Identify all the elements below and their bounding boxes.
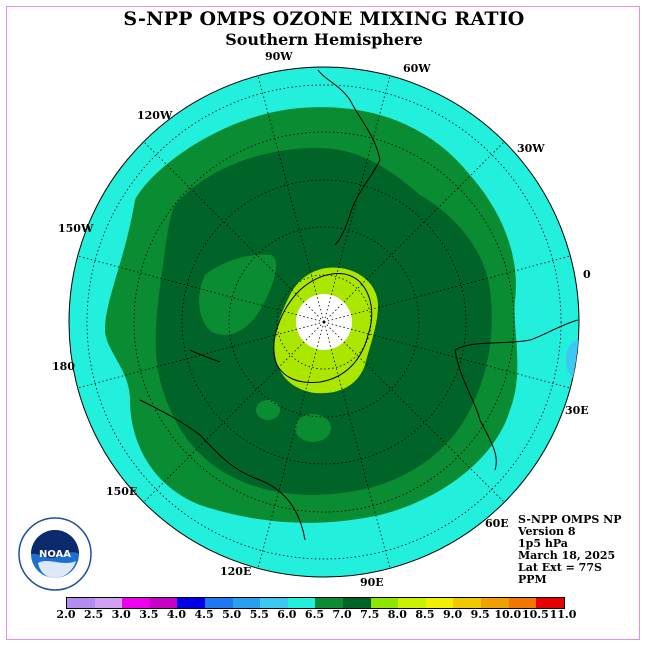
lon-label-60e: 60E [485, 517, 509, 530]
color-scale-tick: 9.0 [442, 608, 463, 621]
africa-outline [454, 319, 579, 471]
color-scale-tick: 8.5 [415, 608, 435, 621]
info-version: Version 8 [518, 525, 576, 538]
meridian-line [257, 75, 325, 323]
lon-label-90w: 90W [265, 50, 293, 63]
contour-patch-b [256, 400, 280, 420]
color-scale-segment [425, 598, 454, 608]
meridian-line [77, 255, 325, 323]
color-scale-tick: 4.0 [166, 608, 186, 621]
color-scale-tick: 8.0 [387, 608, 407, 621]
color-scale-tick: 3.0 [111, 608, 131, 621]
color-scale-segment [453, 598, 481, 608]
lon-label-150w: 150W [58, 222, 94, 235]
color-scale-tick: 6.0 [277, 608, 297, 621]
meridian-line [323, 321, 391, 569]
color-scale-segment [480, 598, 509, 608]
color-scale-segment [342, 598, 371, 608]
color-scale-segment [67, 598, 95, 608]
color-scale-tick: 5.5 [249, 608, 269, 621]
color-scale-tick: 7.0 [332, 608, 352, 621]
antarctica-outline [273, 273, 373, 384]
noaa-logo-text: NOAA [39, 549, 71, 560]
contour-patch-a [199, 254, 277, 335]
color-scale-segment [149, 598, 178, 608]
color-scale-segment [398, 598, 426, 608]
color-scale-segment [508, 598, 537, 608]
map-title: S-NPP OMPS OZONE MIXING RATIO [123, 8, 525, 30]
lon-label-150e: 150E [106, 485, 137, 498]
meridian-line [323, 321, 571, 389]
info-level: 1p5 hPa [518, 537, 568, 550]
color-scale-tick: 5.0 [222, 608, 242, 621]
page-frame [6, 6, 640, 640]
nz-outline [189, 349, 221, 363]
meridian-line [143, 141, 325, 323]
color-scale-segment [536, 598, 564, 608]
info-lat-ext: Lat Ext = 77S [518, 561, 602, 574]
color-scale-segment [315, 598, 343, 608]
color-scale-tick: 11.0 [549, 608, 577, 621]
meridian-line [323, 141, 505, 323]
noaa-logo: NOAA [18, 517, 92, 591]
color-scale-tick: 10.0 [494, 608, 522, 621]
color-scale-segment [287, 598, 316, 608]
meridian-line [257, 321, 325, 569]
color-scale-tick: 9.5 [470, 608, 490, 621]
info-product: S-NPP OMPS NP [518, 513, 622, 526]
lon-label-30e: 30E [565, 404, 589, 417]
color-scale-tick: 4.5 [194, 608, 214, 621]
color-scale-segment [260, 598, 288, 608]
lon-label-30w: 30W [517, 142, 545, 155]
lon-label-120w: 120W [137, 109, 173, 122]
color-scale-segment [122, 598, 150, 608]
info-date: March 18, 2025 [518, 549, 616, 562]
meridian-line [323, 255, 571, 323]
lon-label-120e: 120E [220, 565, 251, 578]
meridian-line [323, 321, 505, 503]
color-scale-tick: 3.5 [139, 608, 159, 621]
color-scale-segment [177, 598, 205, 608]
contour-patch-c [295, 414, 331, 442]
lon-label-0: 0 [583, 268, 591, 281]
color-scale-segment [370, 598, 399, 608]
color-scale-tick: 2.0 [56, 608, 76, 621]
lon-label-180: 180 [52, 360, 75, 373]
meridian-line [143, 321, 325, 503]
color-scale-segment [232, 598, 261, 608]
map-subtitle: Southern Hemisphere [225, 30, 423, 49]
color-scale-tick: 7.5 [360, 608, 380, 621]
info-units: PPM [518, 573, 547, 586]
color-scale-segment [204, 598, 233, 608]
color-scale-tick: 10.5 [521, 608, 549, 621]
south-america-outline [317, 69, 381, 246]
info-panel: S-NPP OMPS NP Version 8 1p5 hPa March 18… [518, 514, 621, 586]
color-scale-bar [66, 597, 565, 609]
lon-label-60w: 60W [403, 62, 431, 75]
meridian-line [77, 321, 325, 389]
color-scale-tick: 2.5 [84, 608, 104, 621]
color-scale-tick: 6.5 [304, 608, 325, 621]
meridian-line [323, 75, 391, 323]
lon-label-90e: 90E [360, 576, 384, 589]
color-scale-segment [94, 598, 123, 608]
australia-outline [139, 399, 306, 541]
